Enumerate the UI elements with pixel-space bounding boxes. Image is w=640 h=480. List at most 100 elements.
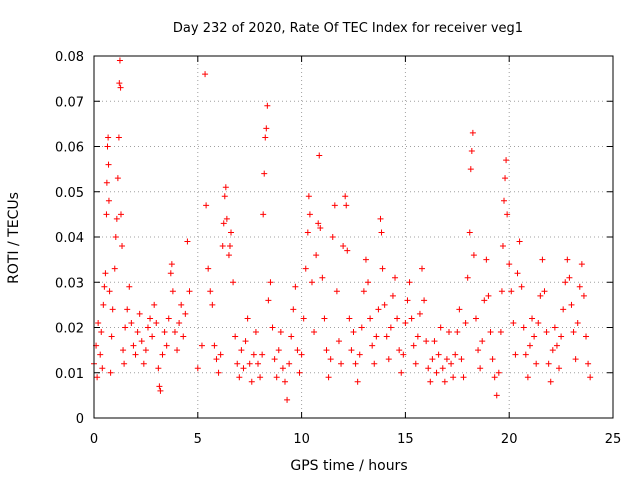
data-point: [130, 342, 137, 349]
data-point: [97, 351, 104, 358]
data-point: [244, 315, 251, 322]
data-point: [302, 265, 309, 272]
y-tick-label: 0.06: [55, 141, 84, 156]
data-point: [281, 378, 288, 385]
data-point: [493, 392, 500, 399]
data-point: [556, 365, 563, 372]
data-point: [535, 319, 542, 326]
data-point: [408, 315, 415, 322]
data-point: [168, 261, 175, 268]
data-point: [421, 297, 428, 304]
data-point: [116, 80, 123, 87]
data-point: [502, 175, 509, 182]
y-tick-label: 0.01: [55, 367, 84, 382]
data-point: [121, 360, 128, 367]
data-point: [378, 229, 385, 236]
data-point: [516, 238, 523, 245]
data-point: [539, 256, 546, 263]
data-point: [533, 360, 540, 367]
data-point: [576, 283, 583, 290]
data-point: [439, 365, 446, 372]
data-point: [387, 324, 394, 331]
data-point: [412, 360, 419, 367]
data-point: [234, 360, 241, 367]
data-point: [117, 84, 124, 91]
data-point: [373, 333, 380, 340]
data-point: [211, 342, 218, 349]
data-point: [169, 288, 176, 295]
data-point: [443, 356, 450, 363]
y-tick-label: 0.04: [55, 231, 84, 246]
data-point: [151, 301, 158, 308]
data-point: [377, 215, 384, 222]
data-point: [144, 324, 151, 331]
data-point: [171, 329, 178, 336]
data-point: [537, 292, 544, 299]
data-point: [400, 351, 407, 358]
data-point: [441, 378, 448, 385]
data-point: [491, 374, 498, 381]
y-axis-label: ROTI / TECUs: [6, 192, 22, 284]
data-point: [100, 301, 107, 308]
data-point: [458, 356, 465, 363]
data-point: [564, 256, 571, 263]
data-point: [365, 279, 372, 286]
data-point: [425, 365, 432, 372]
y-tick-labels: 0 0.01 0.02 0.03 0.04 0.05 0.06 0.07 0.08: [55, 50, 84, 427]
data-point: [213, 356, 220, 363]
data-point: [385, 356, 392, 363]
data-point: [149, 333, 156, 340]
data-point: [124, 306, 131, 313]
data-point: [252, 329, 259, 336]
data-point: [207, 288, 214, 295]
data-point: [356, 351, 363, 358]
data-point: [222, 184, 229, 191]
data-point: [529, 315, 536, 322]
data-point: [456, 306, 463, 313]
data-point: [153, 319, 160, 326]
data-point: [116, 57, 123, 64]
data-point: [503, 157, 510, 164]
data-point: [225, 252, 232, 259]
data-point: [512, 351, 519, 358]
data-point: [117, 211, 124, 218]
data-point: [290, 306, 297, 313]
data-point: [263, 125, 270, 132]
data-point: [111, 265, 118, 272]
data-point: [392, 274, 399, 281]
data-point: [431, 338, 438, 345]
data-point: [462, 319, 469, 326]
y-tick-label: 0.03: [55, 276, 84, 291]
data-point: [203, 202, 210, 209]
data-point: [481, 297, 488, 304]
data-point: [406, 279, 413, 286]
data-point: [452, 351, 459, 358]
data-point: [300, 315, 307, 322]
data-point: [350, 329, 357, 336]
data-point: [180, 333, 187, 340]
data-point: [273, 374, 280, 381]
data-point: [250, 351, 257, 358]
data-point: [354, 378, 361, 385]
data-point: [343, 202, 350, 209]
data-point: [562, 279, 569, 286]
data-point: [541, 288, 548, 295]
data-point: [410, 342, 417, 349]
data-point: [466, 229, 473, 236]
data-point: [306, 211, 313, 218]
data-point: [142, 347, 149, 354]
data-point: [501, 197, 508, 204]
data-points: [91, 57, 594, 403]
data-point: [221, 193, 228, 200]
data-point: [104, 143, 111, 150]
data-point: [469, 129, 476, 136]
data-point: [450, 374, 457, 381]
data-point: [404, 297, 411, 304]
data-point: [269, 324, 276, 331]
data-point: [348, 347, 355, 354]
data-point: [120, 347, 127, 354]
data-point: [468, 148, 475, 155]
data-point: [95, 319, 102, 326]
data-point: [572, 356, 579, 363]
data-point: [416, 310, 423, 317]
